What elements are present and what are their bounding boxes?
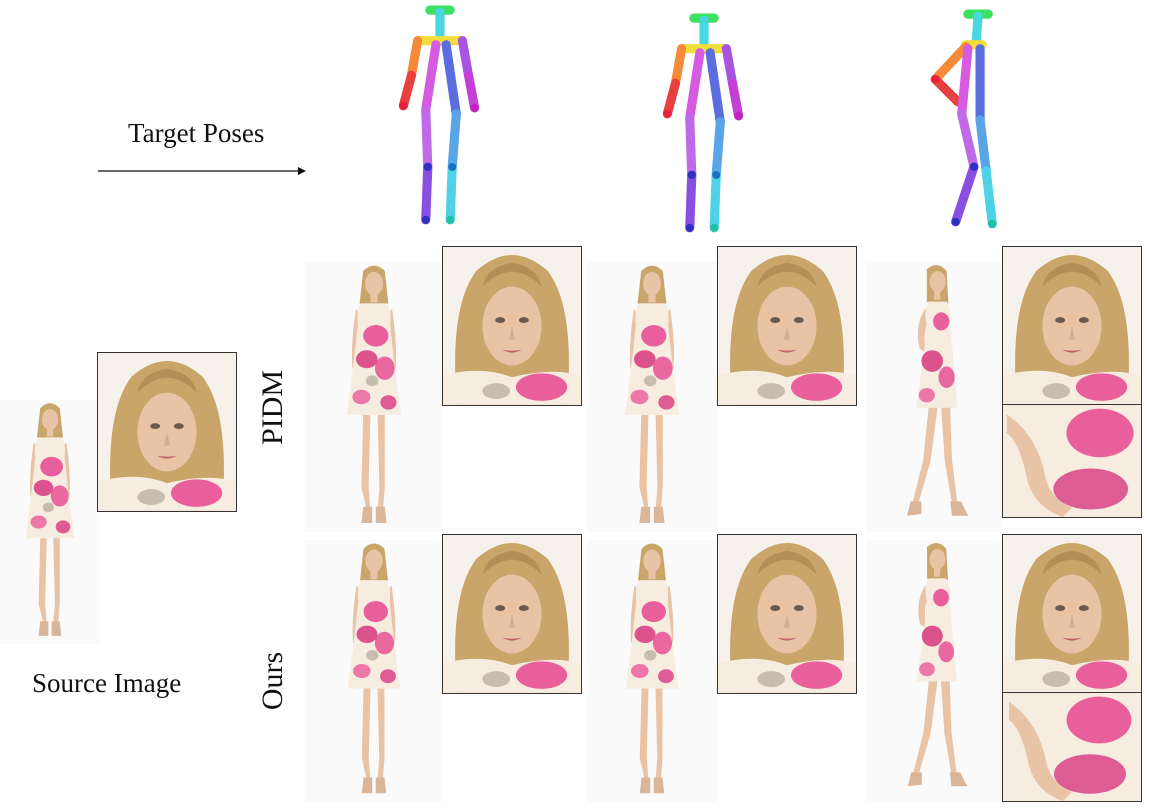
ours-face-crop-1 [442, 534, 582, 694]
row-label-ours: Ours [256, 651, 289, 711]
target-pose-3-pose-skeleton-icon [924, 8, 1028, 232]
ours-result-2 [587, 540, 717, 802]
pidm-face-crop-1 [442, 246, 582, 406]
target-poses-label: Target Poses [128, 118, 265, 148]
right-arrow-icon [98, 167, 306, 175]
ours-dress-crop-3 [1002, 692, 1142, 802]
ours-result-1 [305, 540, 443, 802]
pidm-result-3 [866, 262, 1002, 532]
target-pose-1-pose-skeleton-icon [388, 4, 492, 228]
source-face-crop [97, 352, 237, 512]
source-image-label: Source Image [32, 668, 182, 698]
pidm-result-1 [305, 262, 443, 532]
target-pose-2-pose-skeleton-icon [652, 12, 756, 236]
ours-face-crop-2 [717, 534, 857, 694]
pidm-dress-crop-3 [1002, 404, 1142, 518]
ours-face-crop-3 [1002, 534, 1142, 694]
pidm-face-crop-3 [1002, 246, 1142, 406]
pidm-face-crop-2 [717, 246, 857, 406]
pidm-result-2 [587, 262, 717, 532]
ours-result-3 [866, 540, 1002, 802]
source-image [0, 400, 100, 644]
row-label-pidm: PIDM [256, 369, 289, 445]
